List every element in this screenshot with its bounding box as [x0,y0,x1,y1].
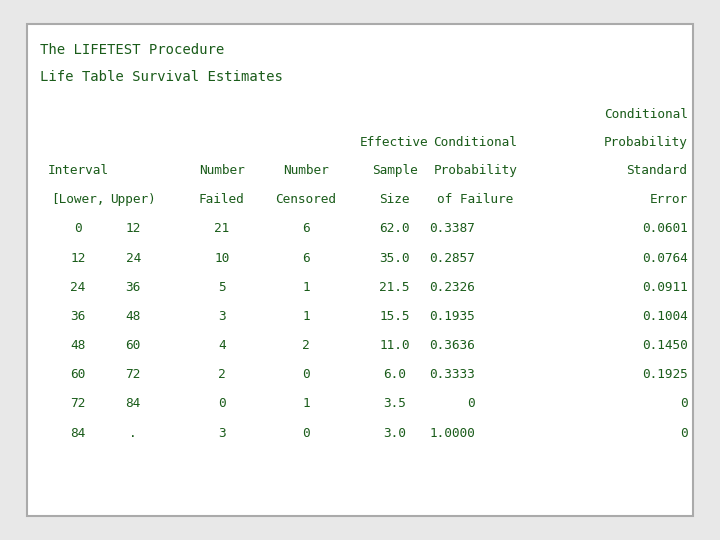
Text: 0: 0 [302,427,310,440]
Text: 62.0: 62.0 [379,222,410,235]
Text: 60: 60 [125,339,141,352]
Text: of Failure: of Failure [437,193,513,206]
Text: 0.1925: 0.1925 [642,368,688,381]
Text: 0.2326: 0.2326 [429,281,475,294]
Text: The LIFETEST Procedure: The LIFETEST Procedure [40,43,224,57]
Text: Interval: Interval [48,164,108,177]
Text: 6: 6 [302,222,310,235]
Text: Effective: Effective [360,136,429,149]
FancyBboxPatch shape [27,24,693,516]
Text: 84: 84 [70,427,86,440]
Text: Failed: Failed [199,193,245,206]
Text: 36: 36 [70,310,86,323]
Text: [Lower,: [Lower, [51,193,104,206]
Text: .: . [130,427,137,440]
Text: Standard: Standard [626,164,688,177]
Text: 1: 1 [302,281,310,294]
Text: 24: 24 [125,252,141,265]
Text: Probability: Probability [604,136,688,149]
Text: 60: 60 [70,368,86,381]
Text: 21: 21 [214,222,230,235]
Text: 15.5: 15.5 [379,310,410,323]
Text: 21.5: 21.5 [379,281,410,294]
Text: 0.2857: 0.2857 [429,252,475,265]
Text: 72: 72 [70,397,86,410]
Text: 0.1004: 0.1004 [642,310,688,323]
Text: 3: 3 [218,427,225,440]
Text: 84: 84 [125,397,141,410]
Text: 6.0: 6.0 [383,368,406,381]
Text: 0: 0 [218,397,225,410]
Text: 0.3636: 0.3636 [429,339,475,352]
Text: 24: 24 [70,281,86,294]
Text: 0: 0 [680,397,688,410]
Text: Number: Number [199,164,245,177]
Text: 11.0: 11.0 [379,339,410,352]
Text: 0: 0 [680,427,688,440]
Text: 5: 5 [218,281,225,294]
Text: 72: 72 [125,368,141,381]
Text: Size: Size [379,193,410,206]
Text: 12: 12 [70,252,86,265]
Text: 1.0000: 1.0000 [429,427,475,440]
Text: Sample: Sample [372,164,418,177]
Text: 35.0: 35.0 [379,252,410,265]
Text: Upper): Upper) [110,193,156,206]
Text: 0: 0 [302,368,310,381]
Text: 48: 48 [70,339,86,352]
Text: Life Table Survival Estimates: Life Table Survival Estimates [40,70,282,84]
Text: 3.0: 3.0 [383,427,406,440]
Text: 3: 3 [218,310,225,323]
Text: 1: 1 [302,310,310,323]
Text: 2: 2 [218,368,225,381]
Text: 0.3387: 0.3387 [429,222,475,235]
Text: 36: 36 [125,281,141,294]
Text: 4: 4 [218,339,225,352]
Text: 0.0911: 0.0911 [642,281,688,294]
Text: 12: 12 [125,222,141,235]
Text: 0: 0 [467,397,475,410]
Text: Censored: Censored [276,193,336,206]
Text: 0: 0 [74,222,81,235]
Text: 0.1450: 0.1450 [642,339,688,352]
Text: 0.0601: 0.0601 [642,222,688,235]
Text: Error: Error [649,193,688,206]
Text: Conditional: Conditional [433,136,517,149]
Text: Conditional: Conditional [604,108,688,121]
Text: Number: Number [283,164,329,177]
Text: 6: 6 [302,252,310,265]
Text: 0.3333: 0.3333 [429,368,475,381]
Text: 10: 10 [214,252,230,265]
Text: 3.5: 3.5 [383,397,406,410]
Text: 1: 1 [302,397,310,410]
Text: Probability: Probability [433,164,517,177]
Text: 2: 2 [302,339,310,352]
Text: 0.1935: 0.1935 [429,310,475,323]
Text: 48: 48 [125,310,141,323]
Text: 0.0764: 0.0764 [642,252,688,265]
